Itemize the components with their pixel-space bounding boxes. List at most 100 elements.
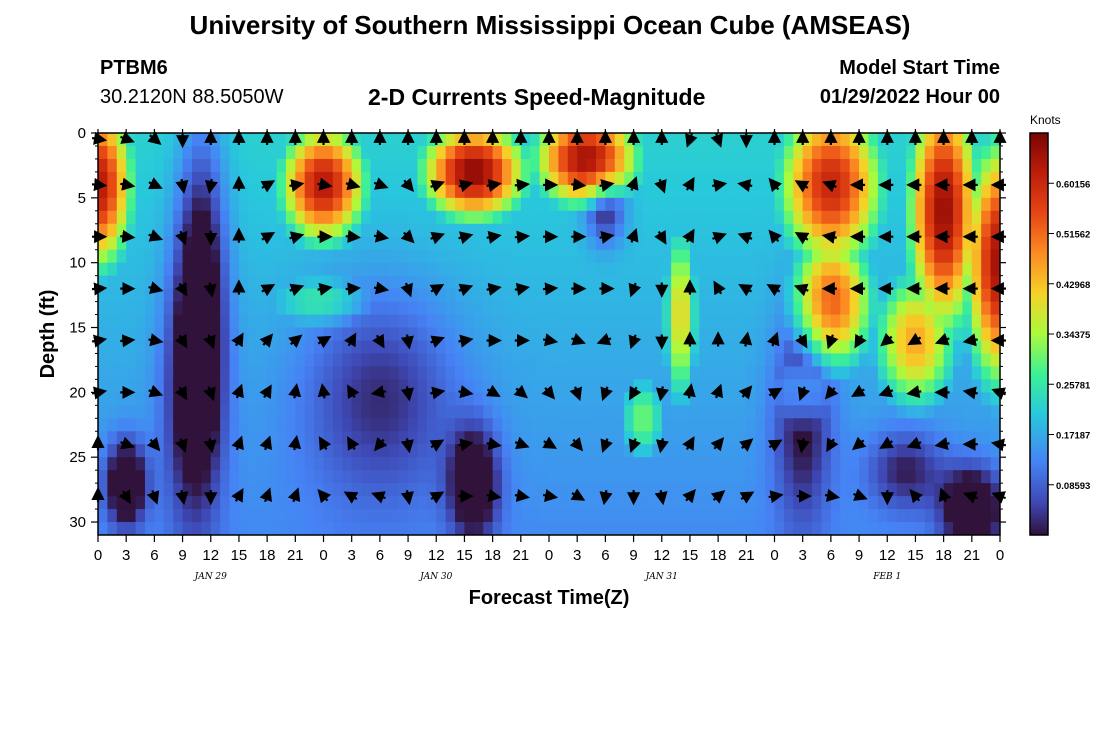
heatmap-cell <box>887 249 898 264</box>
heatmap-cell <box>577 327 588 342</box>
heatmap-cell <box>981 158 992 173</box>
heatmap-cell <box>135 210 146 225</box>
heatmap-cell <box>802 158 813 173</box>
heatmap-cell <box>699 418 710 432</box>
heatmap-cell <box>370 184 381 199</box>
heatmap-cell <box>906 262 917 277</box>
heatmap-cell <box>877 145 888 160</box>
heatmap-cell <box>285 210 296 225</box>
heatmap-cell <box>483 210 494 225</box>
heatmap-cell <box>558 288 569 303</box>
heatmap-cell <box>877 301 888 316</box>
heatmap-cell <box>473 314 484 329</box>
current-arrow <box>767 439 783 452</box>
heatmap-cell <box>558 145 569 160</box>
heatmap-cell <box>727 457 738 471</box>
heatmap-cell <box>953 405 964 419</box>
heatmap-cell <box>971 236 982 251</box>
heatmap-cell <box>539 275 550 290</box>
heatmap-cell <box>577 145 588 160</box>
heatmap-cell <box>323 366 334 380</box>
heatmap-cell <box>689 210 700 225</box>
heatmap-cell <box>887 457 898 471</box>
heatmap-cell <box>323 145 334 160</box>
heatmap-cell <box>126 158 137 173</box>
heatmap-cell <box>436 275 447 290</box>
heatmap-cell <box>520 288 531 303</box>
heatmap-cell <box>220 353 231 368</box>
current-arrow <box>174 333 188 349</box>
heatmap-cell <box>361 262 372 277</box>
heatmap-cell <box>285 457 296 471</box>
heatmap-cell <box>783 379 794 393</box>
heatmap-cell <box>98 314 108 329</box>
heatmap-cell <box>680 210 691 225</box>
heatmap-cell <box>567 340 578 355</box>
heatmap-cell <box>924 392 935 406</box>
heatmap-cell <box>285 379 296 393</box>
current-arrow <box>797 386 811 402</box>
heatmap-cell <box>755 470 766 484</box>
chart-title-top: University of Southern Mississippi Ocean… <box>189 10 911 40</box>
heatmap-cell <box>379 184 390 199</box>
heatmap-cell <box>877 171 888 186</box>
heatmap-cell <box>135 431 146 445</box>
heatmap-cell <box>238 431 249 445</box>
heatmap-cell <box>502 288 513 303</box>
heatmap-cell <box>896 133 907 147</box>
heatmap-cell <box>943 418 954 432</box>
heatmap-cell <box>849 496 860 510</box>
heatmap-cell <box>736 483 747 497</box>
heatmap-cell <box>718 288 729 303</box>
heatmap-cell <box>793 431 804 445</box>
heatmap-cell <box>943 249 954 264</box>
heatmap-cell <box>849 158 860 173</box>
heatmap-cell <box>379 353 390 368</box>
heatmap-cell <box>98 405 108 419</box>
heatmap-cell <box>953 327 964 342</box>
heatmap-cell <box>943 483 954 497</box>
heatmap-cell <box>614 418 625 432</box>
heatmap-cell <box>116 327 127 342</box>
heatmap-cell <box>135 353 146 368</box>
heatmap-cell <box>210 314 221 329</box>
heatmap-cell <box>417 444 428 458</box>
heatmap-cell <box>182 431 193 445</box>
heatmap-cell <box>163 366 174 380</box>
heatmap-cell <box>483 392 494 406</box>
heatmap-cell <box>182 470 193 484</box>
heatmap-cell <box>736 223 747 238</box>
heatmap-cell <box>990 366 1000 380</box>
heatmap-cell <box>652 262 663 277</box>
heatmap-cell <box>210 340 221 355</box>
heatmap-cell <box>718 483 729 497</box>
heatmap-cell <box>511 522 522 535</box>
heatmap-cell <box>652 379 663 393</box>
heatmap-cell <box>924 288 935 303</box>
current-arrow <box>768 490 784 504</box>
heatmap-cell <box>887 145 898 160</box>
heatmap-cell <box>812 496 823 510</box>
current-arrow <box>628 438 642 454</box>
heatmap-cell <box>182 275 193 290</box>
heatmap-cell <box>445 301 456 316</box>
heatmap-cell <box>220 301 231 316</box>
y-tick-label: 5 <box>78 190 86 207</box>
heatmap-cell <box>906 249 917 264</box>
heatmap-cell <box>680 366 691 380</box>
current-arrow <box>739 438 754 452</box>
current-arrow <box>174 385 188 401</box>
heatmap-cell <box>483 301 494 316</box>
heatmap-cell <box>323 158 334 173</box>
heatmap-cell <box>464 236 475 251</box>
heatmap-cell <box>417 509 428 523</box>
heatmap-cell <box>436 496 447 510</box>
heatmap-cell <box>267 145 278 160</box>
heatmap-cell <box>830 314 841 329</box>
heatmap-cell <box>793 314 804 329</box>
heatmap-cell <box>906 405 917 419</box>
heatmap-cell <box>332 249 343 264</box>
heatmap-cell <box>455 314 466 329</box>
heatmap-cell <box>483 288 494 303</box>
heatmap-cell <box>812 509 823 523</box>
